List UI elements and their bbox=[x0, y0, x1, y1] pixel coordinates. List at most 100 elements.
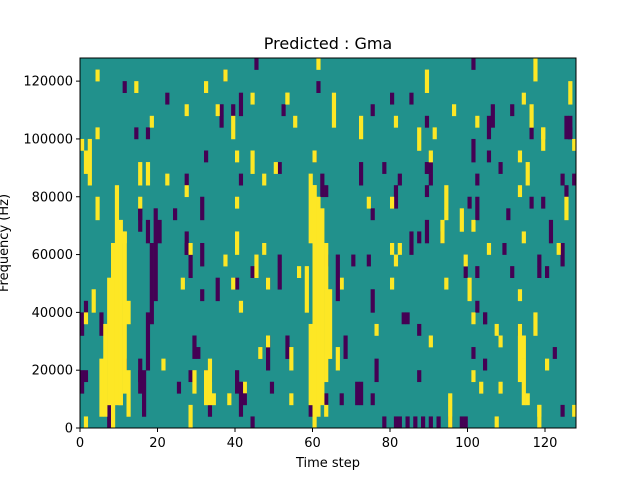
heatmap-cell bbox=[522, 336, 526, 359]
heatmap-cell bbox=[189, 255, 193, 278]
heatmap-cell bbox=[107, 405, 111, 428]
heatmap-cell bbox=[460, 416, 464, 428]
heatmap-cell bbox=[359, 162, 363, 185]
heatmap-cell bbox=[371, 208, 375, 220]
heatmap-cell bbox=[394, 197, 398, 209]
heatmap-cell bbox=[266, 336, 270, 348]
heatmap-cell bbox=[417, 127, 421, 150]
heatmap-cell bbox=[475, 301, 479, 313]
heatmap-cell bbox=[533, 58, 537, 81]
heatmap-cell bbox=[537, 266, 541, 278]
heatmap-cell bbox=[96, 197, 100, 220]
heatmap-cell bbox=[270, 382, 274, 394]
heatmap-cell bbox=[429, 162, 433, 174]
heatmap-cell bbox=[537, 255, 541, 267]
heatmap-cell bbox=[526, 393, 530, 405]
heatmap-cell bbox=[475, 174, 479, 186]
heatmap-cell bbox=[561, 405, 565, 417]
heatmap-cell bbox=[185, 174, 189, 186]
heatmap-cell bbox=[487, 151, 491, 163]
heatmap-cell bbox=[340, 393, 344, 405]
heatmap-cell bbox=[293, 116, 297, 128]
y-tick-label: 60000 bbox=[32, 248, 73, 263]
heatmap-cell bbox=[502, 243, 506, 255]
heatmap-cell bbox=[413, 416, 417, 428]
heatmap-cell bbox=[444, 208, 448, 220]
heatmap-cell bbox=[239, 93, 243, 116]
x-axis: 0 20 40 60 80 100 120 bbox=[76, 428, 558, 451]
heatmap-cell bbox=[545, 266, 549, 278]
heatmap-cell bbox=[235, 197, 239, 209]
heatmap-cell bbox=[80, 324, 84, 336]
heatmap-cell bbox=[518, 289, 522, 301]
heatmap-cell bbox=[464, 255, 468, 267]
heatmap-cell bbox=[181, 278, 185, 290]
heatmap-cell bbox=[227, 393, 231, 405]
heatmap-cell bbox=[530, 127, 534, 139]
heatmap-cell bbox=[336, 347, 340, 370]
heatmap-cell bbox=[123, 81, 127, 93]
plot-area bbox=[80, 58, 576, 428]
heatmap-cell bbox=[231, 116, 235, 139]
heatmap-cell bbox=[483, 312, 487, 324]
heatmap-cell bbox=[421, 416, 425, 428]
heatmap-cell bbox=[409, 93, 413, 105]
heatmap-cell bbox=[522, 231, 526, 243]
heatmap-cell bbox=[119, 220, 123, 405]
heatmap-cell bbox=[220, 116, 224, 128]
heatmap-cell bbox=[375, 359, 379, 382]
heatmap-cell bbox=[185, 243, 189, 255]
heatmap-cell bbox=[278, 266, 282, 289]
heatmap-cell bbox=[146, 312, 150, 370]
heatmap-cell bbox=[165, 174, 169, 186]
y-axis-label: Frequency (Hz) bbox=[0, 194, 12, 292]
heatmap-cell bbox=[471, 347, 475, 359]
heatmap-cell bbox=[429, 416, 433, 428]
x-tick-label: 60 bbox=[304, 436, 321, 451]
heatmap-cell bbox=[371, 104, 375, 116]
heatmap-cell bbox=[522, 93, 526, 105]
y-tick-label: 20000 bbox=[32, 364, 73, 379]
heatmap-cell bbox=[239, 382, 243, 417]
heatmap-cell bbox=[84, 312, 88, 324]
heatmap-cell bbox=[146, 127, 150, 139]
heatmap-cell bbox=[448, 405, 452, 428]
heatmap-cell bbox=[398, 243, 402, 255]
heatmap-cell bbox=[84, 301, 88, 313]
heatmap-cell bbox=[324, 393, 328, 405]
heatmap-cell bbox=[138, 208, 142, 220]
heatmap-cell bbox=[506, 208, 510, 220]
heatmap-cell bbox=[530, 197, 534, 209]
heatmap-cell bbox=[192, 370, 196, 393]
heatmap-cell bbox=[359, 116, 363, 139]
heatmap-cell bbox=[251, 416, 255, 428]
heatmap-cell bbox=[568, 116, 572, 139]
heatmap-cell bbox=[185, 185, 189, 197]
x-tick-label: 80 bbox=[382, 436, 399, 451]
y-axis: 0 20000 40000 60000 80000 100000 120000 bbox=[23, 75, 80, 437]
heatmap-cell bbox=[154, 208, 158, 301]
heatmap-cell bbox=[251, 93, 255, 105]
heatmap-cell bbox=[204, 151, 208, 163]
heatmap-cell bbox=[254, 255, 258, 278]
heatmap-cell bbox=[208, 405, 212, 417]
heatmap-cell bbox=[254, 58, 258, 70]
heatmap-cell bbox=[510, 266, 514, 278]
heatmap-cell bbox=[150, 243, 154, 324]
heatmap-cell bbox=[425, 70, 429, 93]
heatmap-cell bbox=[316, 81, 320, 93]
heatmap-cell bbox=[262, 243, 266, 255]
x-tick-label: 120 bbox=[533, 436, 558, 451]
heatmap-cell bbox=[371, 289, 375, 312]
y-tick-label: 120000 bbox=[23, 75, 73, 90]
heatmap-cell bbox=[510, 104, 514, 116]
heatmap-cell bbox=[111, 243, 115, 428]
heatmap-cell bbox=[235, 231, 239, 254]
heatmap-cell bbox=[99, 312, 103, 335]
heatmap-cell bbox=[429, 174, 433, 186]
heatmap-cell bbox=[150, 116, 154, 128]
heatmap-cell bbox=[479, 382, 483, 394]
y-tick-label: 40000 bbox=[32, 306, 73, 321]
heatmap-cell bbox=[433, 127, 437, 139]
